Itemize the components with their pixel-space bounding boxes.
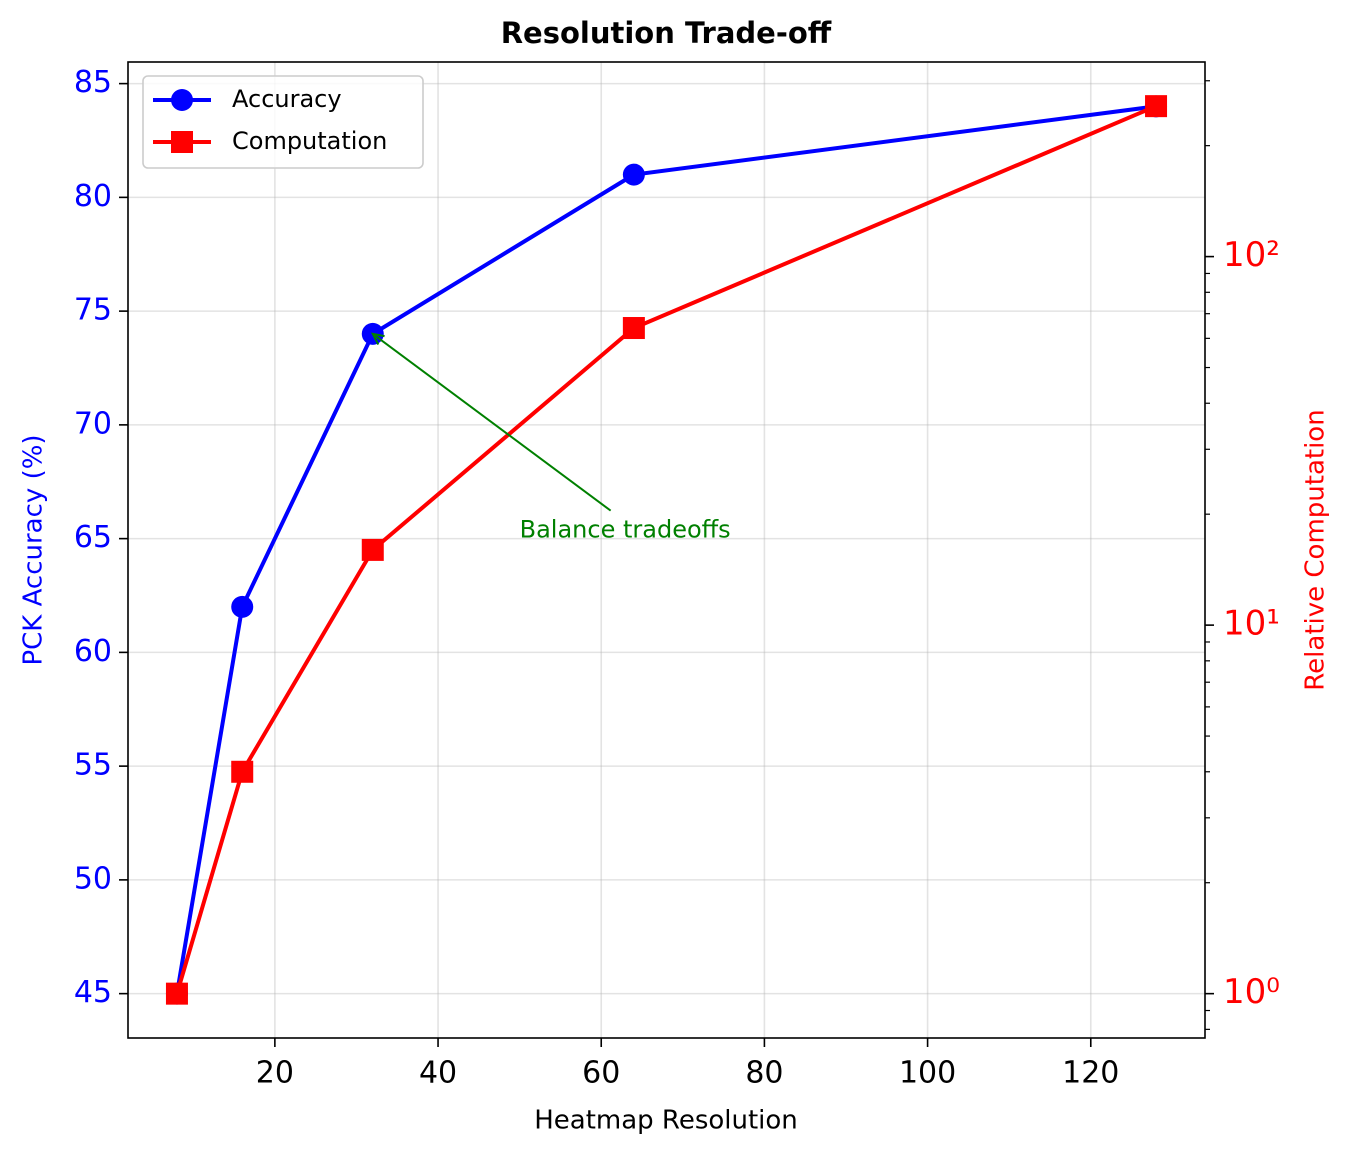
x-tick-label: 60 (582, 1056, 620, 1091)
plot-frame (127, 61, 1206, 1039)
annotation-arrow (372, 333, 612, 512)
marker (165, 982, 188, 1005)
y-tick-label: 75 (74, 293, 112, 328)
y-axis-label: PCK Accuracy (%) (19, 434, 49, 665)
x-axis-label: Heatmap Resolution (534, 1106, 798, 1136)
marker (231, 595, 254, 618)
y-tick-label: 70 (74, 406, 112, 441)
y-tick-label: 80 (74, 179, 112, 214)
y2-tick-label: 10² (1223, 235, 1280, 275)
marker (622, 163, 645, 186)
y-tick-label: 50 (74, 861, 112, 896)
legend-label: Accuracy (232, 85, 342, 113)
y-tick-label: 60 (74, 634, 112, 669)
x-tick-label: 80 (745, 1056, 783, 1091)
legend: Accuracy Computation (142, 75, 424, 169)
y2-tick-label: 10¹ (1223, 604, 1280, 644)
annotation-arrowhead (370, 332, 385, 345)
y2-axis-label: Relative Computation (1301, 409, 1331, 690)
series-line (175, 104, 1157, 995)
marker (1145, 95, 1168, 118)
marker (361, 538, 384, 561)
legend-marker (171, 131, 193, 153)
x-tick-label: 100 (899, 1056, 956, 1091)
chart-title: Resolution Trade-off (501, 16, 832, 50)
legend-label: Computation (232, 127, 387, 155)
y-tick-label: 85 (74, 65, 112, 100)
x-tick-label: 120 (1062, 1056, 1119, 1091)
marker (231, 760, 254, 783)
y-tick-label: 55 (74, 748, 112, 783)
series-line (174, 104, 1157, 994)
legend-box (142, 75, 424, 169)
marker (622, 317, 645, 340)
y2-tick-label: 10⁰ (1223, 972, 1280, 1012)
x-tick-label: 40 (419, 1056, 457, 1091)
legend-marker (171, 89, 193, 111)
x-tick-label: 20 (256, 1056, 294, 1091)
annotation-text: Balance tradeoffs (520, 516, 731, 544)
y-tick-label: 45 (74, 975, 112, 1010)
y-tick-label: 65 (74, 520, 112, 555)
